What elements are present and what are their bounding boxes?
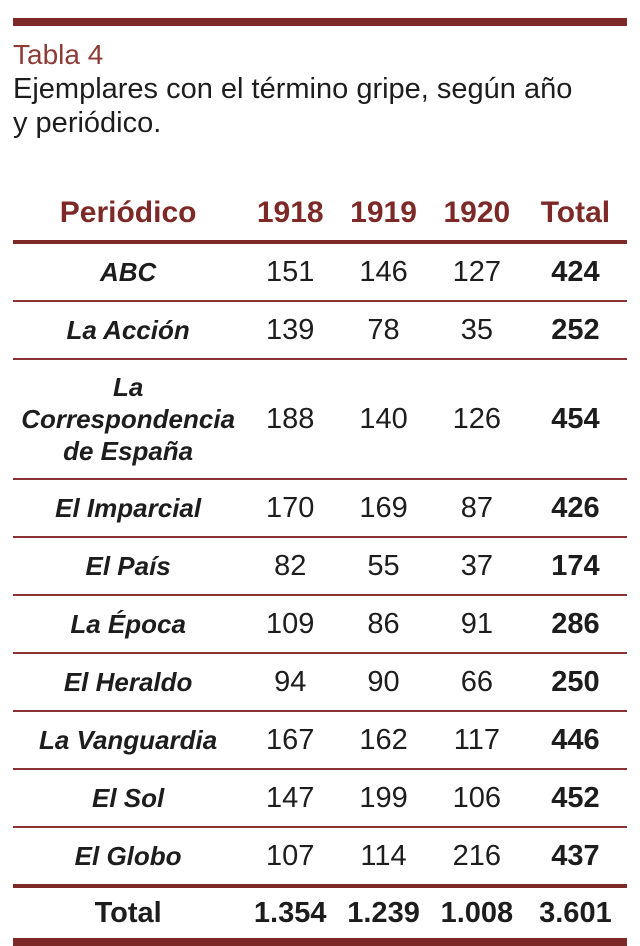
caption-line-1: Ejemplares con el término gripe, según a… bbox=[13, 73, 573, 105]
cell-1919: 90 bbox=[337, 653, 430, 712]
cell-1919: 114 bbox=[337, 827, 430, 888]
cell-periodico: El País bbox=[13, 537, 244, 596]
cell-total: 437 bbox=[523, 827, 627, 888]
cell-1919: 199 bbox=[337, 769, 430, 828]
cell-total-label: Total bbox=[94, 897, 162, 929]
table-title: Tabla 4 bbox=[13, 39, 104, 70]
cell-periodico: El Globo bbox=[13, 827, 244, 888]
cell-periodico: La Vanguardia bbox=[13, 711, 244, 770]
table-row: La Vanguardia 167 162 117 446 bbox=[13, 711, 627, 770]
cell-1919: 146 bbox=[337, 242, 430, 302]
cell-periodico: La Acción bbox=[13, 301, 244, 360]
cell-periodico: La Correspondencia de España bbox=[13, 359, 244, 480]
cell-1920: 127 bbox=[429, 242, 524, 302]
cell-total: 452 bbox=[523, 769, 627, 828]
table-row: El Globo 107 114 216 437 bbox=[13, 827, 627, 888]
cell-1918: 167 bbox=[243, 711, 338, 770]
cell-1919: 140 bbox=[337, 359, 430, 480]
cell-total: 252 bbox=[523, 301, 627, 360]
cell-1918: 188 bbox=[243, 359, 338, 480]
table-row: La Acción 139 78 35 252 bbox=[13, 301, 627, 360]
cell-periodico: El Imparcial bbox=[13, 479, 244, 538]
table-row: El Heraldo 94 90 66 250 bbox=[13, 653, 627, 712]
cell-1918: 170 bbox=[243, 479, 338, 538]
cell-1919: 86 bbox=[337, 595, 430, 654]
top-accent-bar bbox=[13, 18, 627, 26]
cell-periodico: El Heraldo bbox=[13, 653, 244, 712]
cell-1918: 139 bbox=[243, 301, 338, 360]
column-header-total: Total bbox=[523, 190, 627, 244]
cell-1919: 169 bbox=[337, 479, 430, 538]
cell-1918: 147 bbox=[243, 769, 338, 828]
cell-total-1919: 1.239 bbox=[347, 897, 420, 929]
cell-1920: 117 bbox=[429, 711, 524, 770]
cell-1920: 106 bbox=[429, 769, 524, 828]
cell-1918: 109 bbox=[243, 595, 338, 654]
cell-1920: 91 bbox=[429, 595, 524, 654]
caption-line-2: y periódico. bbox=[13, 107, 162, 139]
column-header-periodico: Periódico bbox=[13, 190, 244, 244]
cell-1920: 126 bbox=[429, 359, 524, 480]
cell-total-1920: 1.008 bbox=[440, 897, 514, 929]
cell-1918: 107 bbox=[243, 827, 338, 888]
table-row: El Sol 147 199 106 452 bbox=[13, 769, 627, 828]
header-row: Periódico 1918 1919 1920 Total bbox=[13, 190, 627, 244]
cell-total: 286 bbox=[523, 595, 627, 654]
table-row: El Imparcial 170 169 87 426 bbox=[13, 479, 627, 538]
cell-1918: 82 bbox=[243, 537, 338, 596]
column-header-1918: 1918 bbox=[243, 190, 338, 244]
table-row: El País 82 55 37 174 bbox=[13, 537, 627, 596]
table-caption: Ejemplares con el término gripe, según a… bbox=[13, 72, 627, 140]
cell-total: 424 bbox=[523, 242, 627, 302]
cell-1920: 35 bbox=[429, 301, 524, 360]
table-row: ABC 151 146 127 424 bbox=[13, 242, 627, 302]
cell-total: 446 bbox=[523, 711, 627, 770]
cell-1920: 37 bbox=[429, 537, 524, 596]
bottom-accent-bar bbox=[13, 938, 627, 946]
cell-1919: 162 bbox=[337, 711, 430, 770]
column-header-1919: 1919 bbox=[337, 190, 430, 244]
cell-1918: 94 bbox=[243, 653, 338, 712]
cell-total-grand: 3.601 bbox=[539, 897, 612, 929]
cell-1920: 216 bbox=[429, 827, 524, 888]
cell-total-1918: 1.354 bbox=[253, 897, 327, 929]
table-row: La Época 109 86 91 286 bbox=[13, 595, 627, 654]
cell-periodico: El Sol bbox=[13, 769, 244, 828]
table-row: La Correspondencia de España 188 140 126… bbox=[13, 359, 627, 480]
cell-total: 250 bbox=[523, 653, 627, 712]
cell-1919: 55 bbox=[337, 537, 430, 596]
cell-total: 426 bbox=[523, 479, 627, 538]
data-table: Periódico 1918 1919 1920 Total ABC 151 1… bbox=[13, 190, 627, 938]
cell-periodico: ABC bbox=[13, 242, 244, 302]
cell-total: 454 bbox=[523, 359, 627, 480]
cell-periodico: La Época bbox=[13, 595, 244, 654]
cell-1920: 87 bbox=[429, 479, 524, 538]
total-row: Total 1.354 1.239 1.008 3.601 bbox=[13, 886, 627, 938]
cell-total: 174 bbox=[523, 537, 627, 596]
column-header-1920: 1920 bbox=[429, 190, 524, 244]
cell-1919: 78 bbox=[337, 301, 430, 360]
cell-1918: 151 bbox=[243, 242, 338, 302]
cell-1920: 66 bbox=[429, 653, 524, 712]
